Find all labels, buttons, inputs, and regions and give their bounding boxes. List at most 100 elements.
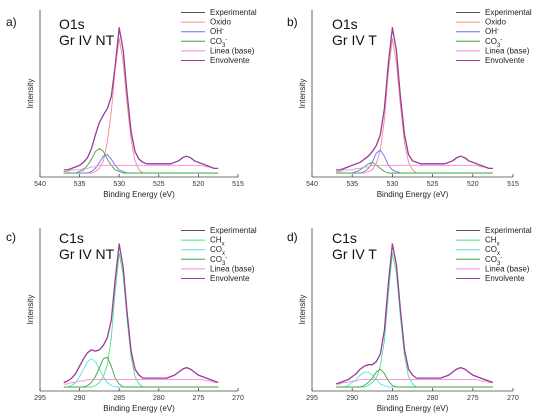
chart-panel-a: a) O1s Gr IV NT 540 535 530 525 520 515 Bindin…: [0, 0, 275, 208]
legend-label: COx: [485, 245, 500, 257]
x-tick-label: 280: [153, 395, 165, 402]
x-tick-label: 535: [74, 181, 86, 188]
legend-label: COx: [210, 245, 225, 257]
legend-label: Linea (base): [485, 46, 530, 55]
x-tick-label: 515: [232, 181, 244, 188]
panel-title-line-2: Gr IV NT: [59, 32, 115, 48]
x-tick-label: 285: [113, 395, 125, 402]
y-axis-title: Intensity: [298, 79, 307, 109]
x-tick-label: 525: [153, 181, 165, 188]
series-line-experimental: [336, 27, 493, 171]
x-tick-label: 535: [346, 181, 358, 188]
panel-title-line-2: Gr IV NT: [59, 246, 115, 262]
chart-svg: 540 535 530 525 520 515 Binding Energy (eV) Int…: [298, 8, 532, 199]
legend-label: Envolvente: [210, 274, 250, 283]
legend-label: CO3-: [210, 255, 227, 267]
series-line-co3: [63, 148, 219, 174]
x-tick-label: 275: [193, 395, 205, 402]
panel-title-line-1: C1s: [332, 230, 357, 246]
panel-title-line-1: O1s: [59, 16, 85, 32]
x-tick-label: 270: [232, 395, 244, 402]
legend-label: Experimental: [210, 8, 257, 17]
panel-label: d): [287, 230, 298, 244]
chart-svg: 540 535 530 525 520 515 Binding Energy (eV) Int…: [26, 8, 257, 199]
x-tick-label: 290: [346, 395, 358, 402]
series-line-linea: [336, 379, 493, 385]
panel-title-line-2: Gr IV T: [332, 32, 377, 48]
x-tick-label: 275: [467, 395, 479, 402]
series-line-co3: [63, 356, 219, 388]
chart-svg: 295 290 285 280 275 270 Binding Energy (eV) Int…: [298, 226, 532, 413]
panel-title: O1s Gr IV NT: [59, 16, 114, 48]
x-tick-label: 520: [193, 181, 205, 188]
series-line-experimental: [63, 243, 219, 383]
series-line-co3: [336, 161, 493, 174]
y-axis-title: Intensity: [26, 79, 35, 109]
x-tick-label: 285: [387, 395, 399, 402]
legend-label: Oxido: [485, 18, 506, 27]
x-axis-title: Binding Energy (eV): [377, 190, 449, 199]
x-tick-label: 270: [507, 395, 519, 402]
legend-label: CO3-: [210, 37, 227, 49]
series-line-envolvente: [336, 27, 493, 171]
legend-label: CHx: [485, 236, 500, 248]
x-tick-label: 525: [427, 181, 439, 188]
legend-label: Linea (base): [210, 46, 255, 55]
x-tick-label: 540: [34, 181, 46, 188]
legend-label: CO3-: [485, 255, 502, 267]
x-tick-label: 540: [306, 181, 318, 188]
legend-label: Envolvente: [485, 56, 525, 65]
x-tick-label: 530: [387, 181, 399, 188]
series-line-envolvente: [335, 243, 494, 385]
panel-label: c): [6, 230, 16, 244]
legend-label: Envolvente: [485, 274, 525, 283]
series-line-envolvente: [63, 27, 219, 171]
panel-label: b): [287, 15, 298, 29]
series-line-linea: [336, 164, 493, 172]
chart-panel-d: d) C1s Gr IV T 295 290 285 280 275 270 Binding…: [275, 209, 550, 417]
series-line-envolvente: [63, 243, 219, 384]
panel-title: C1s Gr IV NT: [59, 230, 114, 262]
panel-title: O1s Gr IV T: [332, 16, 377, 48]
x-tick-label: 290: [74, 395, 86, 402]
x-tick-label: 520: [467, 181, 479, 188]
x-tick-label: 530: [113, 181, 125, 188]
panel-title-line-1: O1s: [332, 16, 358, 32]
legend-label: Experimental: [485, 8, 532, 17]
x-tick-label: 295: [34, 395, 46, 402]
legend-label: OH-: [210, 27, 224, 36]
chart-svg: 295 290 285 280 275 270 Binding Energy (eV) Int…: [26, 226, 257, 413]
series-line-chx: [63, 252, 219, 388]
panel-title-line-2: Gr IV T: [332, 246, 377, 262]
chart-panel-c: c) C1s Gr IV NT 295 290 285 280 275 270 Bindin…: [0, 209, 275, 417]
x-tick-label: 295: [306, 395, 318, 402]
x-axis-title: Binding Energy (eV): [103, 190, 175, 199]
legend-label: Linea (base): [485, 264, 530, 273]
series-line-linea: [63, 164, 219, 172]
series-line-linea: [63, 379, 219, 385]
panel-title-line-1: C1s: [59, 230, 84, 246]
chart-panel-b: b) O1s Gr IV T 540 535 530 525 520 515 Binding…: [275, 0, 550, 208]
series-line-experimental: [335, 243, 494, 385]
series-line-experimental: [63, 27, 219, 171]
legend-label: Experimental: [485, 226, 532, 235]
legend-label: Experimental: [210, 226, 257, 235]
legend-label: Linea (base): [210, 264, 255, 273]
y-axis-title: Intensity: [298, 295, 307, 325]
legend-label: Oxido: [210, 18, 231, 27]
x-axis-title: Binding Energy (eV): [377, 404, 449, 413]
series-line-chx: [336, 252, 493, 388]
legend-label: CO3-: [485, 37, 502, 49]
x-tick-label: 280: [427, 395, 439, 402]
series-line-co3: [336, 368, 493, 388]
legend-label: OH-: [485, 27, 499, 36]
series-line-oxido: [336, 37, 493, 174]
panel-label: a): [6, 15, 17, 29]
y-axis-title: Intensity: [26, 295, 35, 325]
x-tick-label: 515: [507, 181, 519, 188]
x-axis-title: Binding Energy (eV): [103, 404, 175, 413]
series-line-oxido: [63, 37, 219, 174]
panel-title: C1s Gr IV T: [332, 230, 377, 262]
legend-label: Envolvente: [210, 56, 250, 65]
legend-label: CHx: [210, 236, 225, 248]
